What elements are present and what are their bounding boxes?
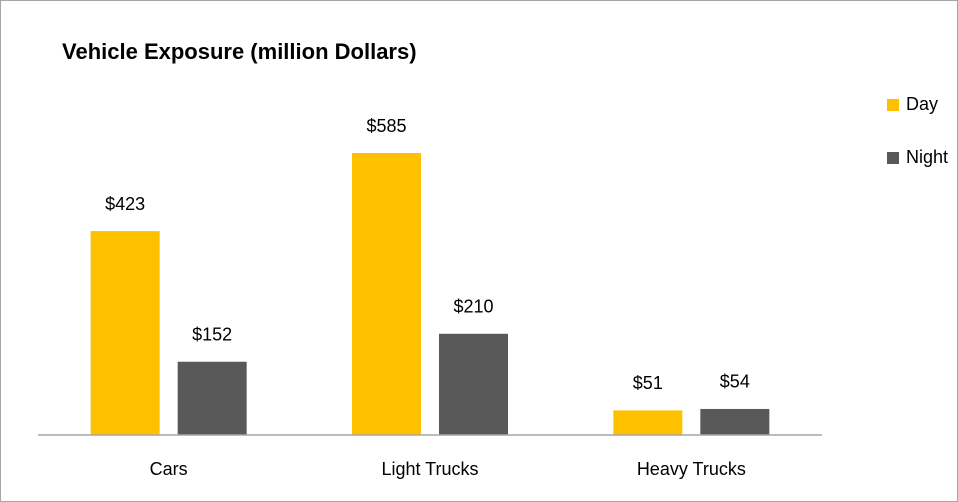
bar (352, 153, 421, 435)
chart-title: Vehicle Exposure (million Dollars) (62, 39, 417, 64)
bar (439, 333, 508, 435)
bar (700, 408, 770, 435)
data-label: $152 (192, 324, 232, 344)
data-label: $210 (453, 297, 493, 317)
data-label: $423 (105, 194, 145, 214)
x-tick-label: Heavy Trucks (637, 459, 746, 479)
x-tick-label: Cars (150, 459, 188, 479)
legend-swatch (887, 99, 899, 111)
bar (177, 361, 247, 435)
legend-label: Day (906, 94, 938, 114)
legend-swatch (887, 152, 899, 164)
legend-label: Night (906, 147, 948, 167)
data-label: $585 (366, 116, 406, 136)
bar (90, 231, 160, 435)
data-label: $51 (633, 373, 663, 393)
x-tick-label: Light Trucks (381, 459, 478, 479)
bar (613, 410, 683, 435)
data-label: $54 (720, 372, 750, 392)
